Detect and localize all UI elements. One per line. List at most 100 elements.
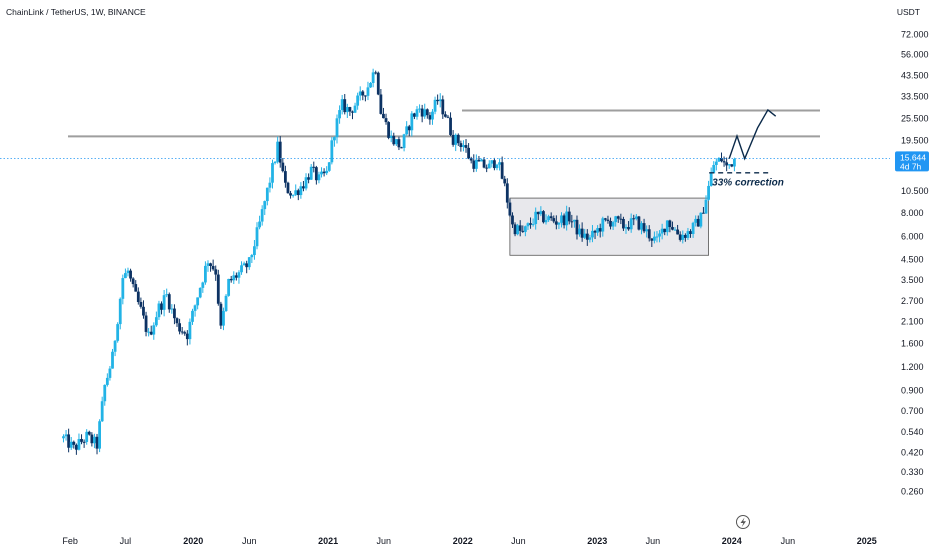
candle-body	[428, 115, 432, 120]
candle-body	[727, 164, 731, 166]
candle-body	[665, 220, 669, 233]
candle-body	[436, 99, 440, 102]
y-tick-label: 33.500	[901, 92, 929, 102]
candle-body	[62, 436, 65, 439]
candle-body	[562, 215, 566, 226]
candle-body	[154, 317, 158, 326]
x-tick-label: 2024	[722, 536, 742, 546]
candle-body	[580, 228, 584, 238]
candle-body	[356, 95, 360, 106]
x-tick-label: 2021	[318, 536, 338, 546]
x-tick-label: Jun	[242, 536, 257, 546]
candle-body	[327, 162, 331, 171]
correction-annotation: 33% correction	[712, 177, 784, 188]
current-price-label: 15.644	[900, 152, 926, 162]
candle-body	[131, 278, 135, 285]
candle-body	[384, 118, 388, 123]
candle-body	[498, 162, 501, 165]
candle-body	[482, 159, 486, 168]
candle-body	[265, 187, 269, 202]
candle-body	[134, 284, 138, 292]
candle-body	[234, 275, 238, 278]
candle-body	[640, 223, 643, 230]
candle-body	[116, 324, 120, 341]
candle-body	[389, 135, 393, 138]
candle-body	[505, 183, 509, 203]
candle-body	[379, 94, 383, 114]
y-tick-label: 6.000	[901, 231, 924, 241]
candle-body	[178, 323, 181, 332]
candle-body	[707, 185, 710, 200]
candle-body	[671, 227, 674, 230]
candle-body	[206, 263, 210, 266]
candle-body	[185, 333, 189, 340]
candle-body	[513, 224, 517, 235]
candle-body	[410, 113, 414, 131]
candle-body	[433, 99, 437, 112]
candle-body	[732, 158, 736, 167]
candle-body	[642, 223, 646, 232]
candle-body	[637, 216, 641, 230]
candle-body	[74, 444, 78, 450]
candle-body	[511, 215, 514, 225]
candle-body	[144, 315, 148, 332]
y-tick-label: 1.600	[901, 339, 924, 349]
candle-body	[126, 270, 130, 274]
candle-body	[289, 193, 292, 196]
candle-body	[283, 171, 287, 183]
candle-body	[118, 298, 122, 325]
candle-body	[676, 229, 680, 235]
candle-body	[209, 263, 212, 266]
candle-body	[232, 275, 236, 281]
candle-body	[340, 99, 344, 111]
candle-body	[567, 211, 571, 222]
candle-body	[229, 278, 233, 281]
x-tick-label: 2025	[857, 536, 877, 546]
candle-body	[345, 107, 349, 113]
candle-body	[456, 134, 460, 144]
candle-body	[108, 368, 112, 378]
candle-body	[619, 218, 623, 220]
candle-body	[281, 162, 285, 172]
consolidation-range-box[interactable]	[509, 197, 709, 256]
candle-body	[382, 113, 385, 119]
candle-body	[111, 351, 114, 369]
candle-body	[87, 431, 91, 435]
candle-body	[554, 221, 558, 225]
x-tick-label: Jun	[377, 536, 392, 546]
projection-arrow[interactable]	[728, 108, 777, 161]
candle-body	[193, 305, 197, 311]
candle-body	[222, 311, 225, 326]
x-tick-label: Feb	[62, 536, 78, 546]
candle-body	[585, 233, 589, 240]
candle-body	[320, 171, 323, 175]
y-tick-label: 8.000	[901, 208, 924, 218]
candle-body	[446, 116, 450, 118]
candle-body	[464, 145, 468, 148]
candle-body	[699, 212, 703, 227]
candle-body	[565, 211, 569, 226]
y-tick-label: 4.500	[901, 255, 924, 265]
candle-body	[129, 270, 132, 279]
y-tick-label: 43.500	[901, 70, 929, 80]
candle-body	[614, 216, 618, 223]
candle-body	[211, 265, 215, 270]
candle-body	[632, 218, 636, 220]
candle-body	[454, 134, 458, 145]
lightning-icon[interactable]	[736, 515, 750, 529]
x-tick-label: 2022	[453, 536, 473, 546]
candle-body	[722, 161, 726, 163]
y-tick-label: 0.700	[901, 406, 924, 416]
candle-body	[508, 202, 512, 216]
candle-body	[237, 272, 241, 278]
candle-body	[449, 117, 452, 135]
candle-body	[100, 401, 104, 422]
candle-body	[609, 221, 612, 227]
currency-label: USDT	[897, 7, 920, 17]
y-tick-label: 3.500	[901, 275, 924, 285]
candle-body	[650, 238, 654, 241]
candle-body	[570, 221, 574, 223]
candle-body	[516, 225, 520, 235]
candle-body	[663, 228, 667, 233]
